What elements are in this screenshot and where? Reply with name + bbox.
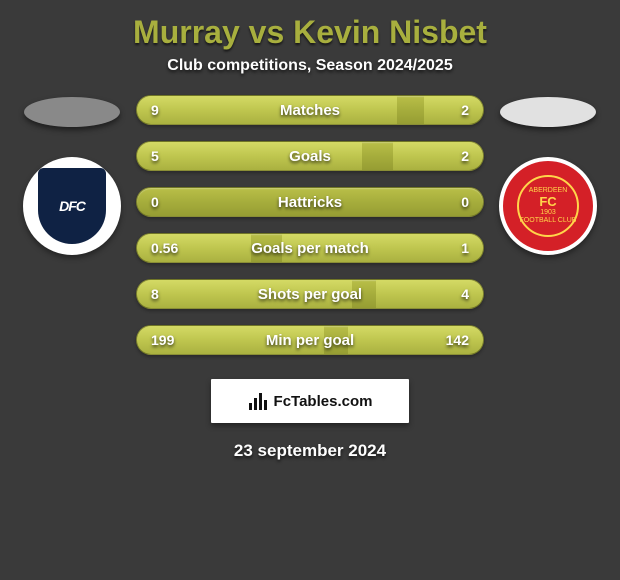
left-club-crest: DFC <box>23 157 121 255</box>
left-side: DFC <box>22 95 122 255</box>
stat-label: Matches <box>137 96 483 124</box>
stat-label: Goals <box>137 142 483 170</box>
stat-label: Min per goal <box>137 326 483 354</box>
source-logo-text: FcTables.com <box>274 393 373 410</box>
club-badge-icon: ABERDEEN FC 1903 FOOTBALL CLUB <box>517 175 579 237</box>
stat-bars: 92Matches 52Goals 00Hattricks 0.561Goals pe… <box>136 95 484 355</box>
stat-bar: 00Hattricks <box>136 187 484 217</box>
right-side: ABERDEEN FC 1903 FOOTBALL CLUB <box>498 95 598 255</box>
source-logo: FcTables.com <box>211 379 409 423</box>
crest-text-bottom: FOOTBALL CLUB <box>520 217 577 225</box>
bars-chart-icon <box>248 391 268 411</box>
stat-label: Hattricks <box>137 188 483 216</box>
crest-text-mid: FC <box>539 195 556 209</box>
stat-bar: 0.561Goals per match <box>136 233 484 263</box>
stat-label: Goals per match <box>137 234 483 262</box>
left-player-oval <box>24 97 120 127</box>
footer-date: 23 september 2024 <box>0 441 620 461</box>
stat-label: Shots per goal <box>137 280 483 308</box>
page-title: Murray vs Kevin Nisbet <box>0 0 620 57</box>
stat-bar: 92Matches <box>136 95 484 125</box>
right-club-crest: ABERDEEN FC 1903 FOOTBALL CLUB <box>499 157 597 255</box>
stat-bar: 84Shots per goal <box>136 279 484 309</box>
crest-text-year: 1903 <box>540 209 556 217</box>
comparison-layout: DFC 92Matches 52Goals 00Hattricks 0.561Goal… <box>0 95 620 355</box>
right-player-oval <box>500 97 596 127</box>
stat-bar: 199142Min per goal <box>136 325 484 355</box>
subtitle: Club competitions, Season 2024/2025 <box>0 57 620 75</box>
stat-bar: 52Goals <box>136 141 484 171</box>
shield-icon: DFC <box>38 168 106 244</box>
